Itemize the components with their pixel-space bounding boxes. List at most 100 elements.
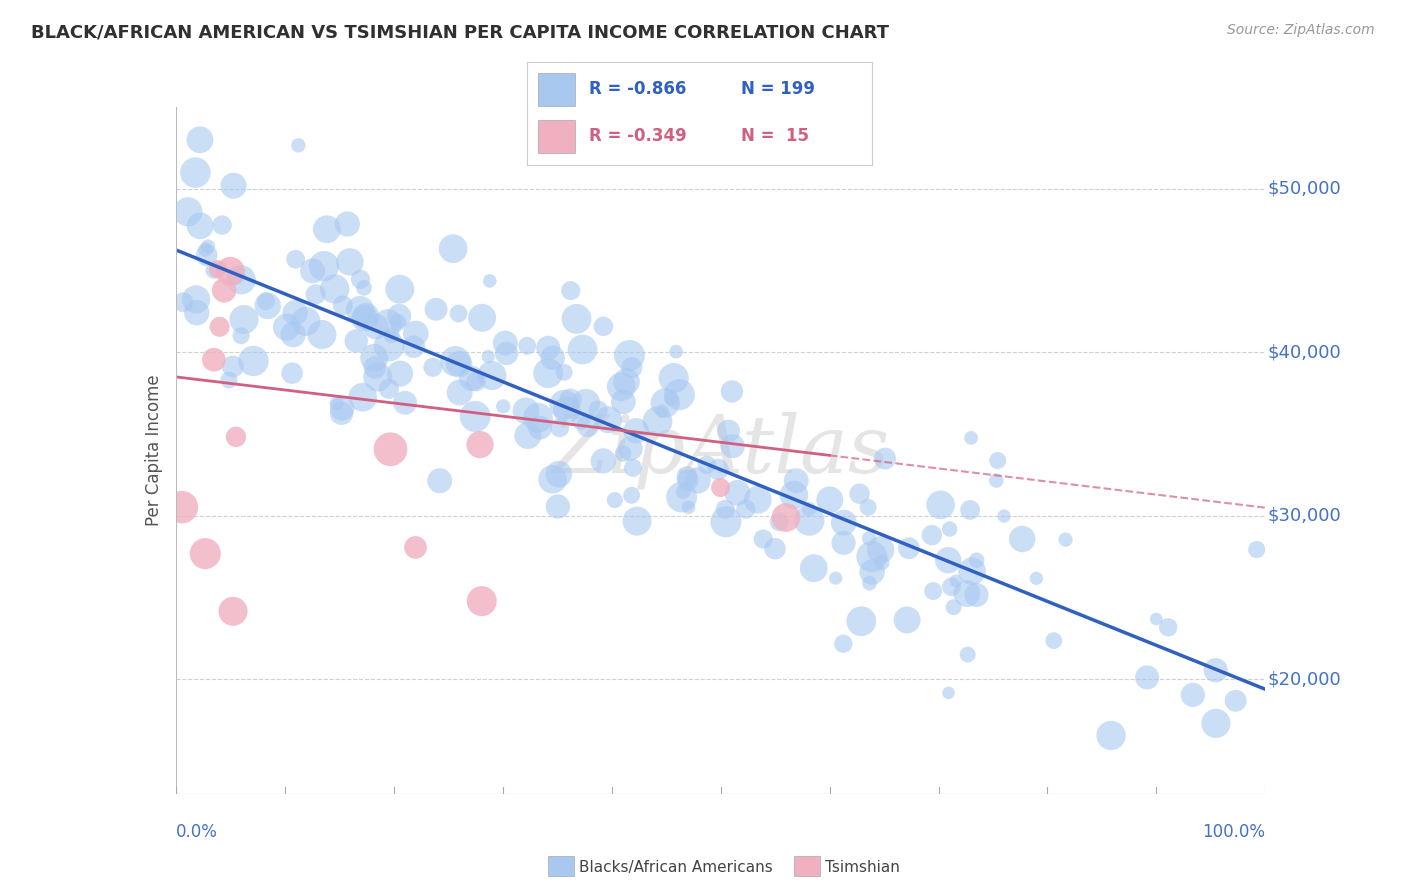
Point (860, 565, 883, 579)
Text: $20,000: $20,000 (1268, 671, 1341, 689)
Point (184, 165, 207, 179)
Text: 100.0%: 100.0% (1202, 823, 1265, 841)
Point (858, 532, 880, 546)
Point (367, 370, 389, 384)
Point (832, 516, 855, 530)
Point (785, 474, 807, 488)
Point (177, 204, 200, 219)
Point (305, 287, 328, 301)
Point (353, 311, 375, 326)
Point (993, 509, 1015, 524)
Point (405, 541, 427, 555)
Point (460, 371, 482, 385)
Point (349, 303, 371, 318)
Point (441, 242, 464, 256)
Point (380, 442, 402, 457)
Point (547, 467, 569, 482)
Point (312, 259, 335, 273)
Point (380, 328, 402, 343)
Point (256, 299, 278, 313)
Point (571, 343, 593, 357)
Point (721, 439, 744, 453)
Point (336, 217, 359, 231)
Point (870, 556, 893, 570)
Point (402, 340, 425, 354)
Point (364, 360, 387, 375)
Point (188, 133, 211, 147)
Point (1246, 542, 1268, 557)
Point (449, 385, 471, 400)
Point (207, 262, 229, 277)
Point (281, 366, 304, 380)
Point (763, 541, 786, 556)
Point (959, 503, 981, 517)
Bar (537, 120, 575, 153)
Point (654, 396, 676, 410)
Text: Per Capita Income: Per Capita Income (145, 375, 163, 526)
Point (856, 500, 879, 515)
Point (218, 373, 240, 387)
Point (233, 312, 256, 326)
Point (747, 492, 769, 507)
Point (541, 472, 564, 486)
Point (197, 239, 219, 253)
Point (966, 588, 988, 602)
Text: BLACK/AFRICAN AMERICAN VS TSIMSHIAN PER CAPITA INCOME CORRELATION CHART: BLACK/AFRICAN AMERICAN VS TSIMSHIAN PER … (31, 23, 889, 41)
Point (555, 403, 578, 417)
Point (219, 264, 242, 278)
Point (254, 294, 277, 309)
Point (686, 474, 709, 488)
Point (710, 481, 733, 495)
Point (378, 339, 401, 353)
Point (332, 298, 354, 312)
Point (188, 219, 211, 233)
Point (547, 500, 569, 514)
Point (676, 473, 699, 487)
Point (936, 553, 959, 567)
Point (662, 371, 685, 385)
Point (678, 500, 700, 515)
Point (799, 513, 821, 527)
Point (848, 487, 870, 501)
Point (803, 561, 825, 575)
Point (707, 462, 730, 476)
Point (612, 447, 634, 461)
Point (610, 380, 633, 394)
Point (592, 319, 614, 334)
Point (225, 268, 247, 283)
Point (294, 314, 316, 328)
Point (569, 413, 592, 427)
Point (941, 580, 963, 594)
Point (242, 354, 264, 368)
Point (783, 488, 806, 502)
Point (671, 490, 693, 504)
Point (231, 273, 253, 287)
Point (548, 420, 571, 434)
Text: Source: ZipAtlas.com: Source: ZipAtlas.com (1227, 23, 1375, 37)
Point (464, 409, 486, 424)
Point (851, 614, 873, 628)
Point (378, 382, 401, 396)
Point (929, 498, 952, 512)
Point (389, 367, 412, 381)
Point (388, 282, 411, 296)
Point (516, 339, 538, 353)
Text: $40,000: $40,000 (1268, 343, 1341, 361)
Point (714, 502, 737, 516)
Point (515, 404, 537, 418)
Point (1205, 716, 1227, 731)
Point (344, 334, 367, 348)
Point (284, 306, 307, 320)
Point (896, 613, 918, 627)
Point (576, 419, 599, 434)
Point (1157, 620, 1180, 634)
Text: R = -0.349: R = -0.349 (589, 128, 688, 145)
Point (330, 406, 353, 420)
Text: N = 199: N = 199 (741, 80, 815, 98)
Text: 0.0%: 0.0% (176, 823, 218, 841)
Point (537, 341, 560, 355)
Point (721, 384, 744, 399)
Point (945, 574, 967, 588)
Point (405, 326, 427, 341)
Point (1144, 612, 1167, 626)
